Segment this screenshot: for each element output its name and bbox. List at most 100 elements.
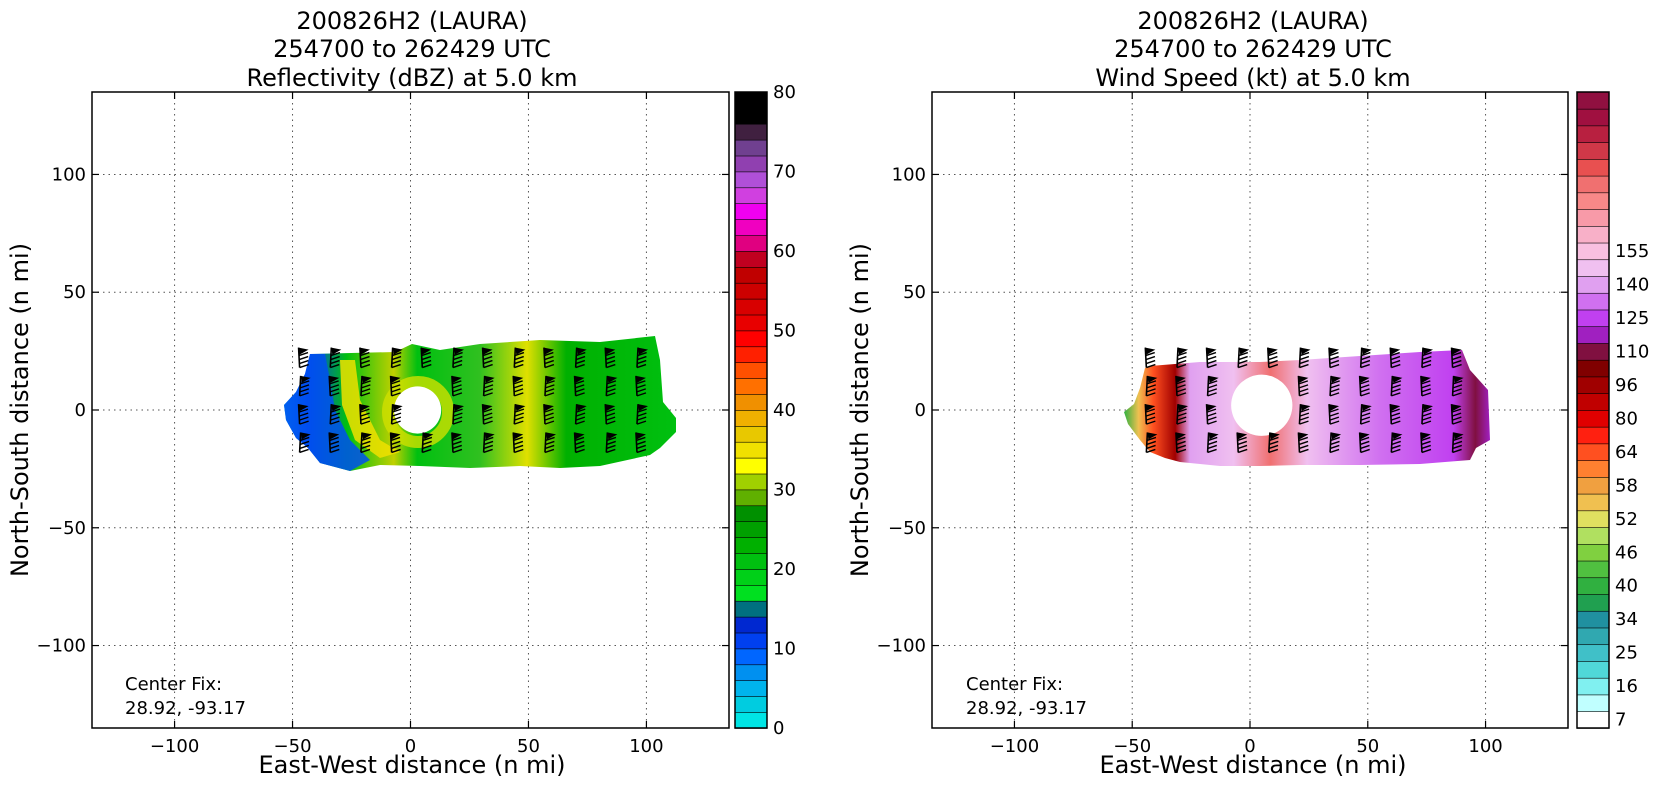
wind-eye: [1231, 374, 1293, 436]
wind-barb-feather: [360, 444, 371, 450]
wind-barb-feather: [1208, 380, 1218, 385]
wind-barb-staff: [1329, 432, 1332, 453]
wind-barb-feather: [1422, 408, 1432, 413]
wind-barb-feather: [1299, 412, 1310, 417]
colorbar-bin: [1576, 660, 1610, 679]
wind-barb-feather: [1206, 351, 1217, 357]
colorbar-bin: [1576, 610, 1610, 629]
wind-barb-feather: [1176, 392, 1187, 397]
wind-barb-feather: [1422, 412, 1432, 417]
wind-field: [1124, 347, 1490, 466]
wind-barb-feather: [1421, 380, 1431, 385]
wind-barb-feather: [1177, 351, 1187, 357]
wind-barb-feather: [298, 351, 309, 357]
wind-barb-staff: [1420, 375, 1423, 396]
colorbar-tick-label: 96: [1615, 375, 1638, 396]
wind-barb-feather: [636, 388, 647, 393]
reflectivity-title-line-1: 200826H2 (LAURA): [296, 7, 527, 35]
wind-barb-staff: [452, 404, 455, 425]
wind-barb-feather: [1421, 416, 1432, 421]
wind-barb-feather: [452, 392, 463, 397]
wind-barb-feather: [1267, 351, 1278, 357]
wind-barb-pennant: [605, 404, 616, 412]
wind-barb-pennant: [1175, 432, 1186, 440]
wind-barb-staff: [389, 375, 393, 396]
y-tick-label: −100: [877, 636, 926, 657]
wind-barb-feather: [514, 359, 524, 365]
wind-barb-pennant: [361, 375, 372, 383]
wind-barb-feather: [514, 412, 524, 417]
wind-barb-feather: [1145, 359, 1156, 365]
reflectivity-center-fix-label: Center Fix:: [125, 674, 222, 695]
wind-barb-staff: [297, 347, 301, 368]
colorbar-bin: [734, 600, 768, 618]
wind-barb-staff: [543, 347, 546, 368]
wind-barb-staff: [1175, 375, 1178, 396]
colorbar-bin: [1576, 208, 1610, 227]
wind-barb-feather: [1269, 440, 1279, 446]
wind-barb-staff: [513, 404, 517, 425]
wind-barb-feather: [1298, 384, 1309, 389]
wind-barb-feather: [390, 380, 401, 385]
wind-barb-feather: [1422, 355, 1432, 361]
colorbar-bin: [1576, 275, 1610, 294]
wind-barb-pennant: [543, 347, 554, 355]
wind-barb-staff: [1420, 432, 1423, 453]
colorbar-bin: [1576, 510, 1610, 528]
wind-barb-feather: [514, 408, 525, 413]
wind-barb-feather: [1268, 448, 1279, 454]
wind-barb-feather: [1391, 448, 1401, 454]
wind-barb-pennant: [1422, 347, 1433, 355]
colorbar-bin: [734, 664, 768, 682]
x-tick-label: −50: [274, 736, 312, 757]
wind-barb-feather: [1360, 440, 1370, 446]
wind-barb-feather: [544, 355, 554, 361]
wind-barb-feather: [422, 363, 432, 369]
colorbar-tick-label: 20: [773, 559, 796, 580]
wind-barb-feather: [544, 420, 555, 425]
wind-barb-pennant: [298, 347, 309, 355]
wind-barb-pennant: [576, 404, 587, 412]
wind-barb-feather: [1452, 420, 1462, 425]
colorbar-bin: [734, 107, 768, 125]
wind-barb-feather: [605, 359, 616, 365]
wind-barb-pennant: [359, 347, 370, 355]
wind-barb-feather: [453, 355, 463, 361]
wind-barb-staff: [635, 432, 638, 453]
wind-barb-staff: [604, 404, 608, 425]
wind-barb-feather: [545, 384, 555, 389]
wind-barb-feather: [574, 436, 585, 442]
wind-barb-feather: [330, 351, 341, 357]
wind-barb-feather: [1176, 380, 1186, 385]
wind-barb-feather: [1330, 444, 1340, 450]
wind-barb-feather: [637, 408, 647, 413]
colorbar-bin: [734, 616, 768, 634]
colorbar-bin: [734, 409, 768, 427]
wind-barb-feather: [330, 448, 340, 454]
colorbar-bin: [734, 552, 768, 570]
wind-barb-feather: [1329, 408, 1339, 413]
wind-barb-feather: [1361, 351, 1371, 357]
wind-barb-feather: [452, 420, 463, 425]
wind-barb-feather: [452, 380, 462, 385]
wind-barb-staff: [1144, 404, 1148, 425]
wind-barb-feather: [1145, 412, 1156, 417]
wind-barb-feather: [1451, 408, 1462, 413]
colorbar-tick-label: 7: [1615, 710, 1626, 731]
colorbar-frame: [1576, 91, 1610, 729]
colorbar-bin: [1576, 91, 1610, 110]
colorbar-bin: [734, 346, 768, 363]
wind-barb-pennant: [423, 432, 434, 440]
wind-barb-feather: [514, 448, 524, 454]
wind-barb-feather: [421, 359, 432, 365]
wind-barb-pennant: [361, 432, 372, 440]
wind-barb-feather: [483, 388, 494, 393]
wind-barb-pennant: [1420, 375, 1431, 383]
y-tick-label: 0: [915, 400, 926, 421]
wind-barb-feather: [1237, 436, 1247, 442]
wind-barb-pennant: [454, 404, 465, 412]
colorbar-frame: [734, 91, 768, 729]
wind-barb-staff: [481, 404, 485, 425]
wind-barb-staff: [1176, 347, 1179, 368]
colorbar-bin: [734, 679, 768, 697]
